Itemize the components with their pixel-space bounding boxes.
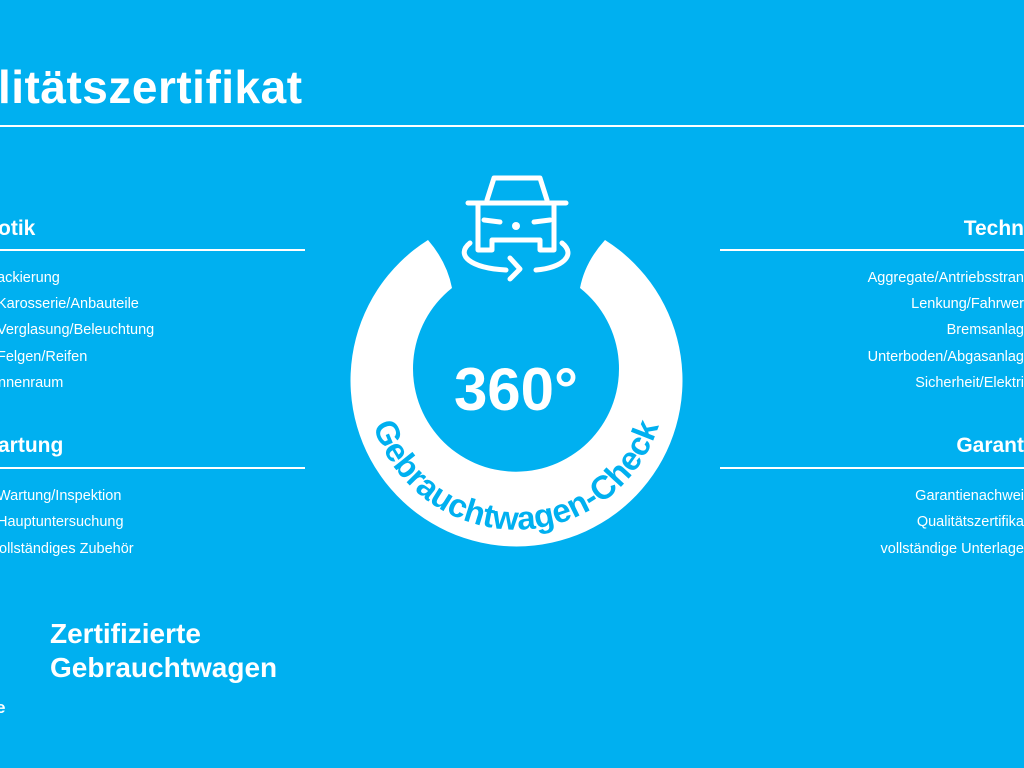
title-divider [0, 125, 1024, 127]
list-item: Wartung/Inspektion [0, 488, 122, 504]
list-item: Bremsanlag [946, 322, 1024, 338]
badge-number: 360° [454, 356, 578, 423]
list-item: ackierung [0, 270, 60, 286]
list-item: vollständige Unterlage [880, 541, 1024, 557]
list-item: Aggregate/Antriebsstran [867, 270, 1024, 286]
list-item: Qualitätszertifika [916, 514, 1024, 530]
section-divider [0, 249, 305, 251]
list-item: Verglasung/Beleuchtung [0, 322, 155, 338]
list-item: Hauptuntersuchung [0, 514, 124, 530]
section-heading-garantie: Garant [956, 434, 1024, 457]
section-divider [0, 467, 305, 469]
footer-fragment: e [0, 698, 6, 717]
list-item: Unterboden/Abgasanlag [867, 349, 1024, 365]
list-item: Karosserie/Anbauteile [0, 296, 139, 312]
list-item: Sicherheit/Elektri [915, 375, 1024, 391]
brand-title-line1: Zertifizierte [50, 618, 201, 649]
list-item: nnenraum [0, 375, 64, 391]
brand-title-line2: Gebrauchtwagen [50, 652, 278, 683]
list-item: Lenkung/Fahrwer [911, 296, 1024, 312]
section-divider [720, 467, 1024, 469]
car-360-rotate-icon [461, 175, 571, 282]
section-heading-wartung: artung [0, 434, 64, 457]
car-icon-emblem [512, 222, 520, 230]
section-divider [720, 249, 1024, 251]
badge-ring [350, 240, 683, 547]
section-heading-technik: Techn [963, 217, 1024, 240]
list-item: ollständiges Zubehör [0, 541, 134, 557]
section-heading-optik: otik [0, 217, 36, 240]
list-item: Garantienachwei [915, 488, 1024, 504]
page-title: litätszertifikat [0, 61, 303, 113]
list-item: Felgen/Reifen [0, 349, 88, 365]
brand-title: Zertifizierte Gebrauchtwagen [50, 617, 277, 685]
